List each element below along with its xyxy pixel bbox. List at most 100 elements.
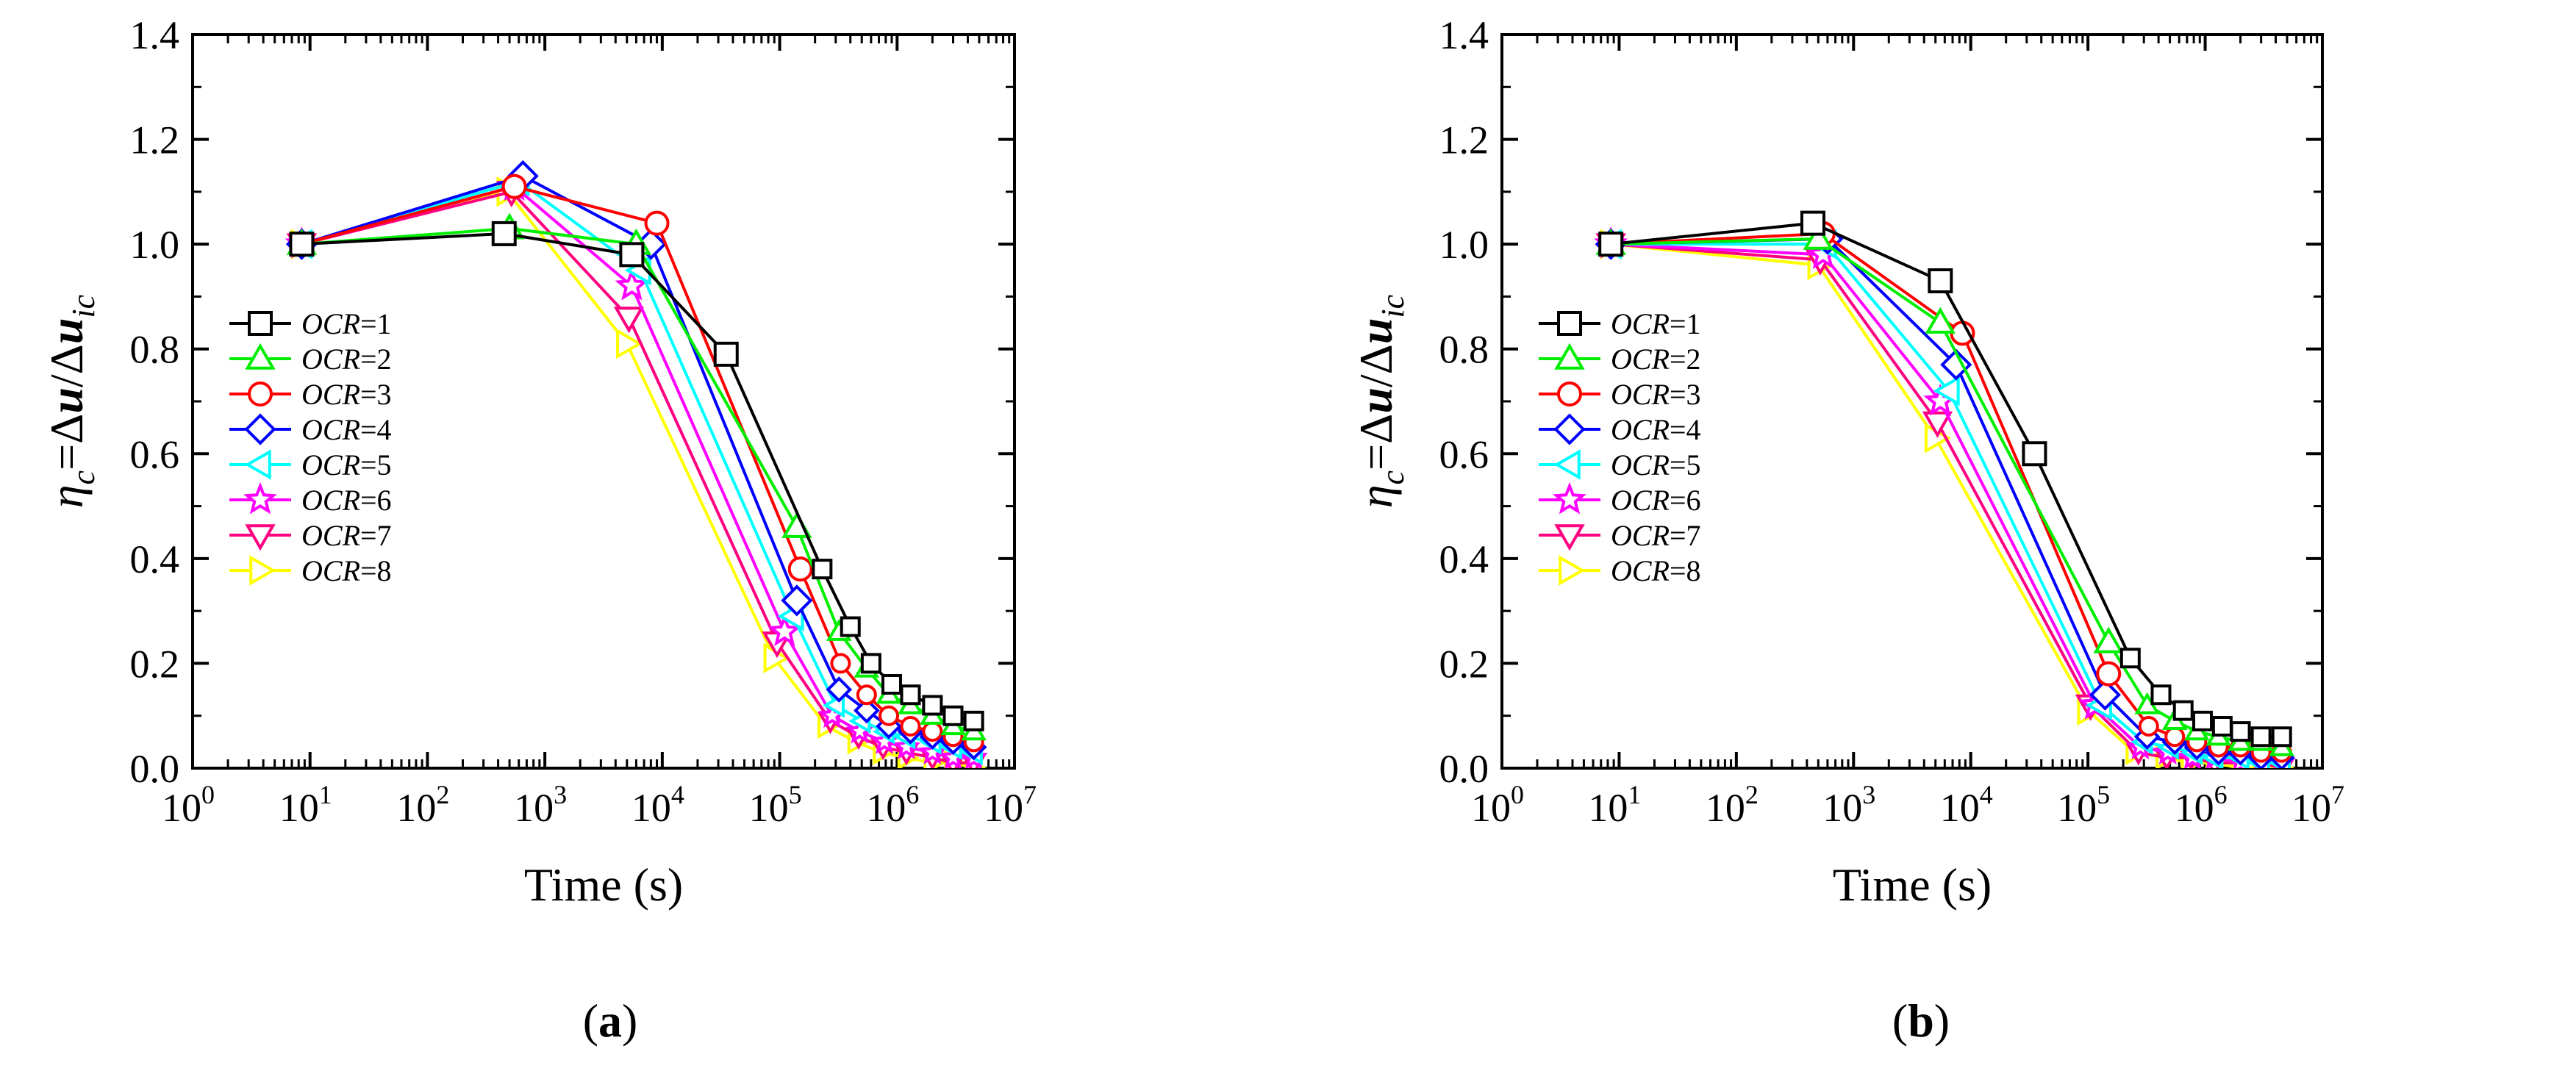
legend-label: OCR=2 [301,343,392,376]
x-tick-label: 107 [2291,780,2344,830]
y-tick-label: 0.6 [1439,432,1489,476]
legend-label: OCR=6 [301,484,392,517]
data-point [2022,441,2047,467]
x-tick-label: 104 [632,780,684,830]
legend-item: OCR=5 [229,448,392,481]
data-point [501,173,527,199]
x-tick-label: 103 [514,780,567,830]
legend-item: OCR=3 [1539,378,1701,411]
data-point [963,710,984,731]
x-tick-label: 107 [984,780,1037,830]
data-point [826,676,853,703]
series-line [1611,232,2282,754]
data-point [1922,411,1953,438]
legend-item: OCR=6 [1539,481,1701,517]
legend-label: OCR=4 [1611,413,1701,446]
legend-marker [1559,555,1586,586]
x-axis-label: Time (s) [1833,859,1992,911]
y-tick-label: 0.2 [130,642,180,686]
data-point [491,221,517,246]
data-point [2138,715,2159,737]
x-axis-label: Time (s) [524,859,683,911]
legend-label: OCR=1 [301,307,392,340]
series-ocr-4 [1595,223,2295,768]
data-point [2192,710,2214,731]
x-tick-label: 105 [2057,780,2110,830]
legend-label: OCR=1 [1611,307,1701,340]
y-tick-label: 1.2 [130,118,180,162]
data-point [787,556,813,582]
data-point [2230,721,2251,742]
data-point [860,653,881,674]
legend-marker [244,449,271,480]
series-ocr-5 [1595,229,2291,768]
data-point [812,559,833,580]
data-point [942,705,964,726]
x-tick-label: 106 [2175,780,2228,830]
legend-marker [1557,311,1582,336]
data-point [768,614,802,647]
panel-label: (b) [1892,995,1950,1047]
data-point [2172,700,2194,721]
series-layer [285,160,988,768]
legend-marker [1557,382,1582,406]
legend-marker [1554,524,1585,551]
legend-item: OCR=5 [1539,448,1701,481]
data-point [2250,726,2272,748]
y-tick-label: 0.6 [130,432,180,476]
data-point [856,684,877,706]
legend-item: OCR=3 [229,378,392,411]
y-tick-label: 1.2 [1439,118,1489,162]
y-tick-label: 1.0 [130,223,180,267]
legend-item: OCR=2 [229,343,392,376]
legend-label: OCR=4 [301,413,392,446]
y-tick-label: 1.0 [1439,223,1489,267]
legend-item: OCR=7 [1539,519,1701,552]
legend-marker [248,382,273,406]
series-line [1611,237,2282,759]
data-point [879,705,900,726]
data-point [1928,268,1953,294]
series-line [1611,237,2283,749]
legend-marker [245,343,276,370]
legend-marker [244,413,276,445]
data-point [1933,376,1960,406]
data-point [289,232,315,257]
data-point [644,210,670,236]
legend-label: OCR=8 [301,554,392,587]
series-ocr-1 [1598,210,2292,748]
series-ocr-2 [1595,223,2294,756]
data-point [1940,348,1972,381]
legend-label: OCR=3 [301,378,392,411]
y-axis-label: ηc=Δu/Δuic [40,294,101,508]
legend-marker [248,311,273,336]
data-point [1598,232,1624,257]
data-point [2093,626,2124,653]
data-point [2089,678,2122,711]
legend-marker [1554,343,1585,370]
legend-marker [1553,413,1586,445]
data-point [1925,307,1956,334]
legend-label: OCR=7 [301,519,392,552]
x-tick-label: 106 [866,780,919,830]
data-point [2150,684,2172,706]
data-point [900,684,921,706]
data-point [1800,210,1825,236]
data-point [2096,661,2122,687]
series-layer [1594,210,2297,768]
data-point [830,653,851,674]
legend-item: OCR=1 [1539,307,1701,340]
data-point [2119,648,2141,669]
legend-label: OCR=6 [1611,484,1701,517]
data-point [2271,726,2292,748]
data-point [853,697,880,724]
legend-item: OCR=7 [229,519,392,552]
legend-label: OCR=5 [301,448,392,481]
y-tick-label: 0.8 [130,328,180,372]
data-point [881,673,902,695]
y-tick-label: 0.4 [1439,537,1489,581]
data-point [1803,223,1833,250]
